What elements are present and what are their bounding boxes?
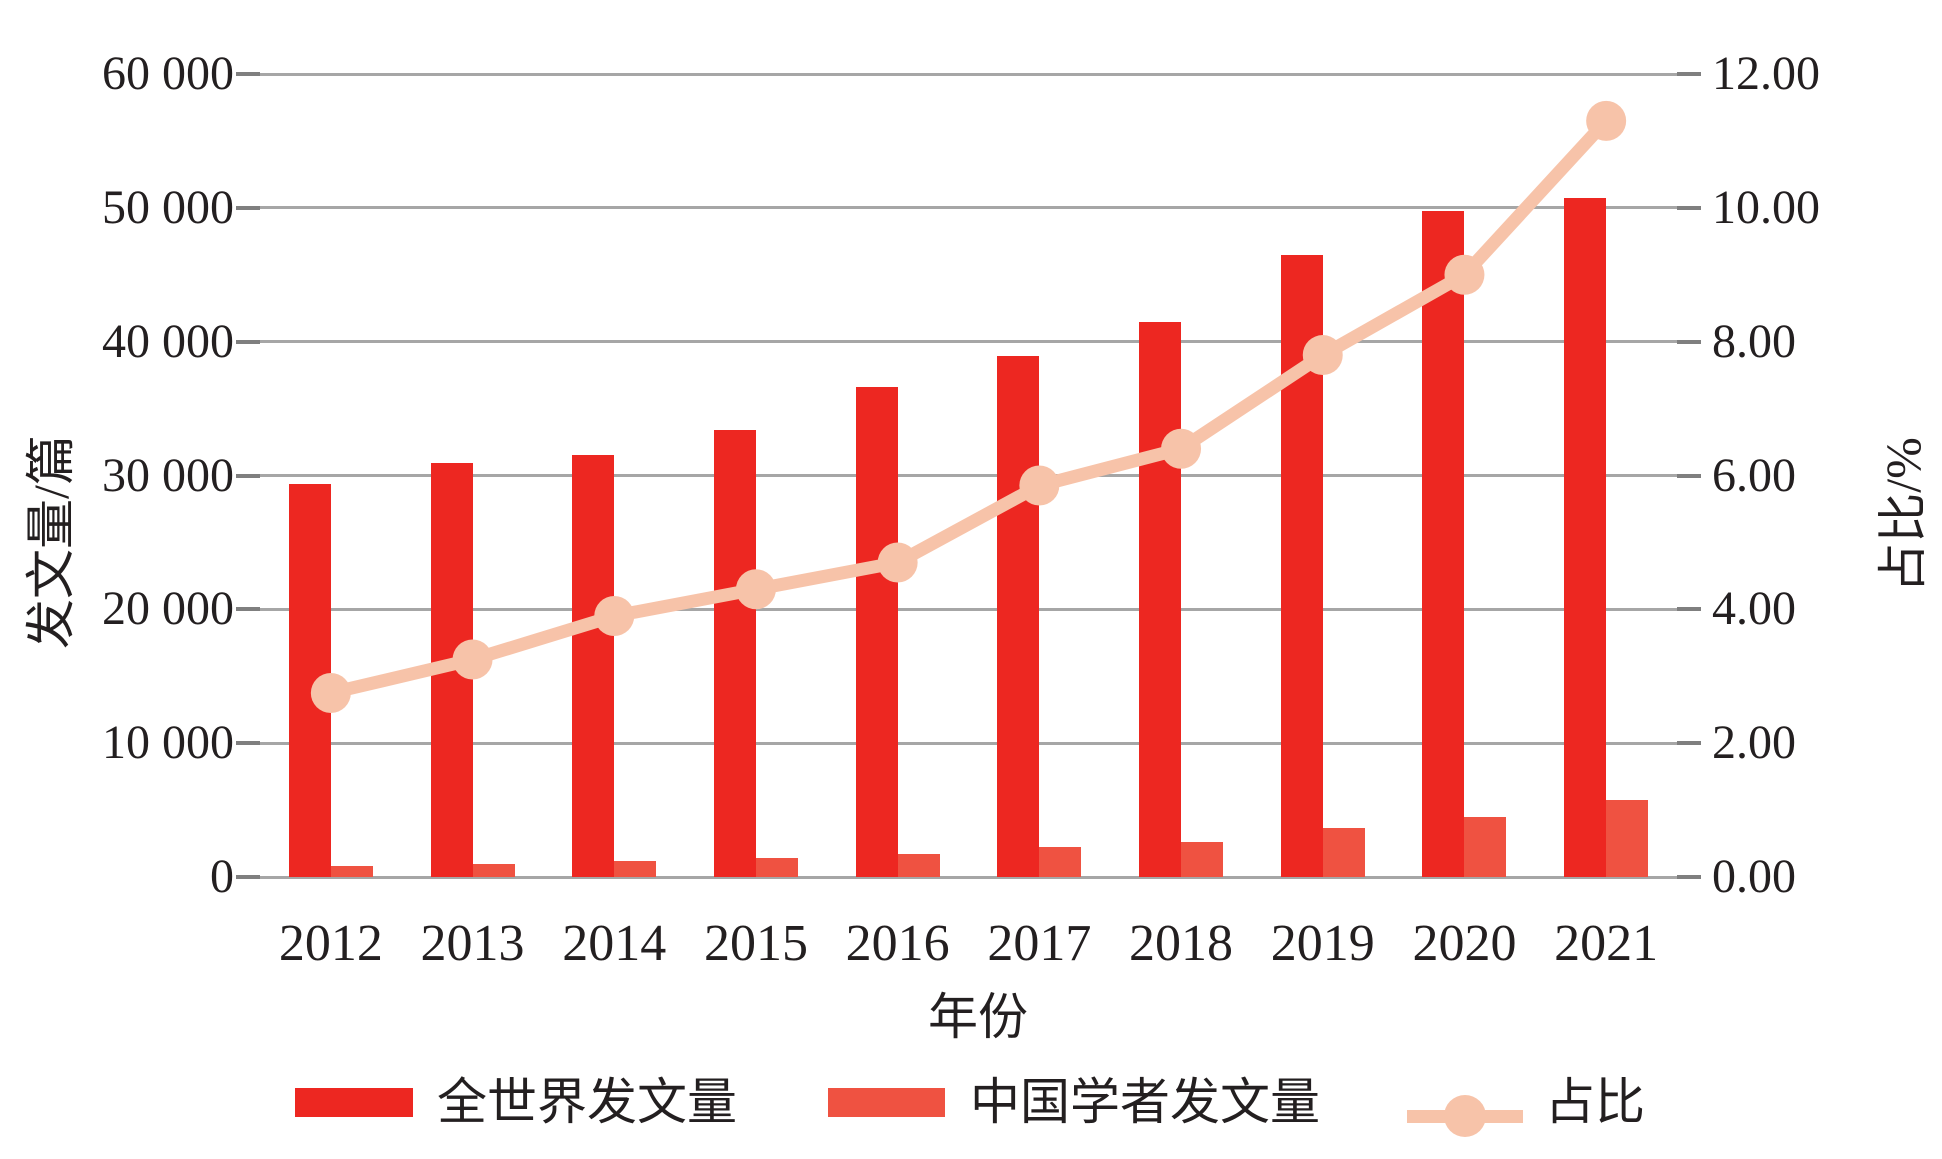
y-axis-tick-right: [1677, 741, 1701, 746]
legend-label-china: 中国学者发文量: [970, 1074, 1320, 1130]
y-axis-tick-right: [1677, 339, 1701, 344]
bar-world-2017: [997, 356, 1040, 877]
y-axis-label-right: 10.00: [1712, 180, 1820, 234]
x-axis-title: 年份: [928, 989, 1028, 1045]
legend-item-world: 全世界发文量: [295, 1072, 775, 1132]
y-axis-tick-right: [1677, 72, 1701, 76]
y-axis-tick-left: [236, 205, 260, 210]
y-axis-label-left: 50 000: [102, 180, 234, 234]
bar-china-2012: [330, 866, 373, 877]
bar-china-2016: [897, 853, 940, 877]
bar-world-2014: [572, 455, 615, 877]
bar-china-2017: [1039, 846, 1082, 877]
y-axis-label-left: 20 000: [102, 582, 234, 636]
y-axis-label-right: 6.00: [1712, 448, 1796, 502]
y-axis-tick-left: [236, 473, 260, 478]
x-axis-label-2018: 2018: [1129, 915, 1234, 972]
y-axis-tick-left: [236, 72, 260, 76]
bar-world-2012: [288, 483, 331, 877]
bar-china-2013: [472, 863, 515, 877]
y-axis-tick-left: [236, 875, 260, 879]
x-axis-label-2013: 2013: [420, 915, 525, 972]
x-axis-label-2021: 2021: [1554, 915, 1659, 972]
y-axis-tick-left: [236, 741, 260, 746]
bar-china-2021: [1606, 800, 1649, 877]
legend-swatch-world-bar: [295, 1088, 413, 1117]
bar-world-2015: [713, 429, 756, 877]
y-axis-tick-right: [1677, 205, 1701, 210]
y-axis-label-left: 30 000: [102, 448, 234, 502]
bar-china-2015: [755, 857, 798, 877]
gridline: [260, 340, 1677, 344]
y-axis-label-left: 0: [210, 850, 234, 903]
legend-item-ratio: 占比: [1407, 1072, 1667, 1137]
legend-label-world: 全世界发文量: [437, 1074, 737, 1130]
bar-china-2019: [1322, 828, 1365, 877]
gridline: [260, 72, 1677, 76]
gridline: [260, 607, 1677, 611]
y-axis-tick-left: [236, 607, 260, 612]
y-axis-title-right: 占比/%: [1875, 437, 1931, 593]
bar-world-2021: [1564, 198, 1607, 877]
y-axis-tick-right: [1677, 473, 1701, 478]
gridline: [260, 474, 1677, 477]
y-axis-tick-left: [236, 339, 260, 344]
bar-world-2018: [1139, 321, 1182, 877]
y-axis-label-right: 12.00: [1712, 47, 1820, 100]
y-axis-label-right: 4.00: [1712, 582, 1796, 636]
bar-world-2019: [1280, 254, 1323, 877]
bar-china-2020: [1464, 817, 1507, 877]
y-axis-label-right: 2.00: [1712, 716, 1796, 770]
legend-item-china: 中国学者发文量: [828, 1072, 1348, 1132]
x-axis-label-2020: 2020: [1412, 915, 1517, 972]
x-axis-label-2012: 2012: [278, 915, 383, 972]
legend-marker-icon: [1444, 1095, 1486, 1137]
bar-china-2018: [1181, 841, 1224, 877]
y-axis-label-left: 40 000: [102, 314, 234, 368]
x-axis-label-2015: 2015: [703, 915, 808, 972]
bar-world-2016: [855, 387, 898, 877]
bar-world-2013: [430, 463, 473, 877]
y-axis-tick-right: [1677, 607, 1701, 612]
legend-label-ratio: 占比: [1545, 1074, 1645, 1130]
ratio-marker-2021: [1586, 100, 1627, 141]
x-axis-label-2017: 2017: [987, 915, 1092, 972]
legend-swatch-china-bar: [828, 1088, 945, 1117]
x-axis-label-2016: 2016: [845, 915, 950, 972]
gridline: [260, 875, 1677, 879]
x-axis-label-2019: 2019: [1270, 915, 1375, 972]
y-axis-label-left: 10 000: [102, 716, 234, 770]
gridline: [260, 206, 1677, 210]
y-axis-label-right: 8.00: [1712, 314, 1796, 368]
bar-china-2014: [614, 860, 657, 877]
x-axis-label-2014: 2014: [562, 915, 667, 972]
y-axis-label-left: 60 000: [102, 47, 234, 100]
y-axis-tick-right: [1677, 875, 1701, 879]
gridline: [260, 741, 1677, 745]
bar-world-2020: [1422, 210, 1465, 877]
y-axis-label-right: 0.00: [1712, 850, 1796, 903]
